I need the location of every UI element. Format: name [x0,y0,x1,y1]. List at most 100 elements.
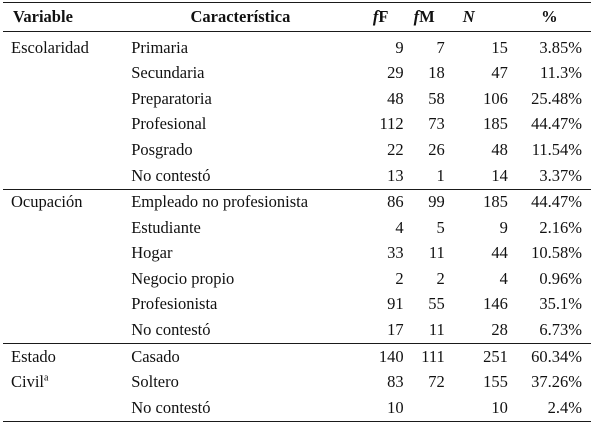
frecuencia-femenino-cell: 91 [387,294,404,314]
total-n-cell: 9 [499,217,508,237]
table-row: No contestó 10 10 2.4% [3,395,591,422]
percent-cell: 11.54% [531,139,582,159]
total-n-cell: 155 [483,372,508,392]
total-n-cell: 14 [491,165,508,185]
variable-cell [3,163,123,189]
m-letter: M [419,6,435,26]
header-percent: % [507,2,591,32]
table-row: Profesionista 91 55 146 35.1% [3,292,591,318]
frecuencia-masculino-cell: 2 [436,268,445,288]
frecuencia-masculino-cell: 72 [428,372,445,392]
table-row: Profesional 112 73 185 44.47% [3,112,591,138]
header-caracteristica: Característica [123,2,358,32]
frecuencia-masculino-cell: 55 [428,294,445,314]
variable-cell [3,61,123,87]
percent-cell: 10.58% [531,243,582,263]
table-row: Ocupación Empleado no profesionista 86 99 18… [3,188,591,216]
frecuencia-femenino-cell: 48 [387,88,404,108]
caracteristica-cell: Casado [123,343,358,370]
frecuencia-masculino-cell [403,395,445,422]
percent-cell: 37.26% [531,372,582,392]
total-n-cell: 48 [491,139,508,159]
frecuencia-femenino-cell: 83 [387,372,404,392]
table-row: Negocio propio 2 2 4 0.96% [3,266,591,292]
total-n-cell: 4 [499,268,508,288]
variable-name: Ocupación [11,192,83,212]
frecuencia-femenino-cell: 86 [357,188,404,216]
frecuencia-femenino-cell: 4 [395,217,404,237]
frecuencia-femenino-cell: 9 [357,30,404,61]
frecuencia-femenino-cell: 2 [395,268,404,288]
table-row: Civila Soltero 83 72 155 37.26% [3,370,591,396]
variable-cell [3,137,123,163]
frecuencia-femenino-cell: 10 [357,395,404,422]
total-n-cell: 185 [444,188,508,216]
caracteristica-cell: Negocio propio [131,268,235,288]
footnote-marker: a [44,372,49,384]
percent-cell: 6.73% [539,320,582,340]
percent-cell: 35.1% [539,294,582,314]
f-symbol: f [372,6,379,26]
caracteristica-cell: No contestó [123,395,358,422]
caracteristica-cell: No contestó [131,165,211,185]
caracteristica-cell: Preparatoria [131,88,212,108]
total-n-cell: 28 [491,320,508,340]
caracteristica-cell: Soltero [131,372,179,392]
caracteristica-cell: Posgrado [131,139,193,159]
frecuencia-femenino-cell: 140 [357,343,404,370]
percent-cell: 0.96% [539,268,582,288]
total-n-cell: 15 [444,30,508,61]
table-row: Posgrado 22 26 48 11.54% [3,137,591,163]
frecuencia-femenino-cell: 22 [387,139,404,159]
variable-cell [3,112,123,138]
total-n-cell: 10 [444,395,508,422]
variable-cell [3,241,123,267]
table-row: Preparatoria 48 58 106 25.48% [3,86,591,112]
frecuencia-masculino-cell: 99 [403,188,445,216]
frecuencia-masculino-cell: 111 [403,343,445,370]
frecuencia-masculino-cell: 11 [428,243,445,263]
variable-cell [3,215,123,241]
frecuencia-masculino-cell: 73 [428,114,445,134]
percent-cell: 44.47% [507,188,591,216]
variable-cell [3,266,123,292]
percent-cell: 3.85% [507,30,591,61]
frecuencia-femenino-cell: 29 [387,63,404,83]
table-row: Secundaria 29 18 47 11.3% [3,61,591,87]
total-n-cell: 106 [483,88,508,108]
demographics-table: Variable Característica fF fM N % Escola… [3,2,591,422]
total-n-cell: 44 [491,243,508,263]
caracteristica-cell: Profesional [131,114,207,134]
total-n-cell: 47 [491,63,508,83]
table-row: No contestó 17 11 28 6.73% [3,318,591,344]
table-header: Variable Característica fF fM N % [3,2,591,32]
variable-cell: Escolaridad [3,30,124,61]
variable-cell [3,86,123,112]
table-row: Estudiante 4 5 9 2.16% [3,215,591,241]
caracteristica-cell: Profesionista [131,294,218,314]
table-row: No contestó 13 1 14 3.37% [3,163,591,189]
header-f-femenino: fF [357,2,404,32]
percent-cell: 11.3% [539,63,582,83]
frecuencia-masculino-cell: 1 [436,165,445,185]
frecuencia-masculino-cell: 7 [403,30,445,61]
caracteristica-cell: Estudiante [131,217,201,237]
variable-cell: Estado [3,343,124,370]
variable-name-continued: Civil [11,372,45,392]
percent-cell: 2.16% [539,217,582,237]
header-variable: Variable [3,2,124,32]
f-symbol: f [413,6,420,26]
frecuencia-femenino-cell: 112 [379,114,404,134]
frecuencia-masculino-cell: 26 [428,139,445,159]
variable-name: Escolaridad [11,37,89,57]
table-body: Escolaridad Primaria 9 7 15 3.85% Secundaria 29… [3,30,591,422]
frecuencia-masculino-cell: 18 [428,63,445,83]
caracteristica-cell: Empleado no profesionista [123,188,358,216]
frecuencia-femenino-cell: 17 [387,320,404,340]
variable-cell [3,318,123,344]
variable-cell [3,395,124,422]
table-row: Hogar 33 11 44 10.58% [3,241,591,267]
variable-name: Estado [11,346,56,366]
f-letter: F [378,6,389,26]
caracteristica-cell: No contestó [131,320,211,340]
